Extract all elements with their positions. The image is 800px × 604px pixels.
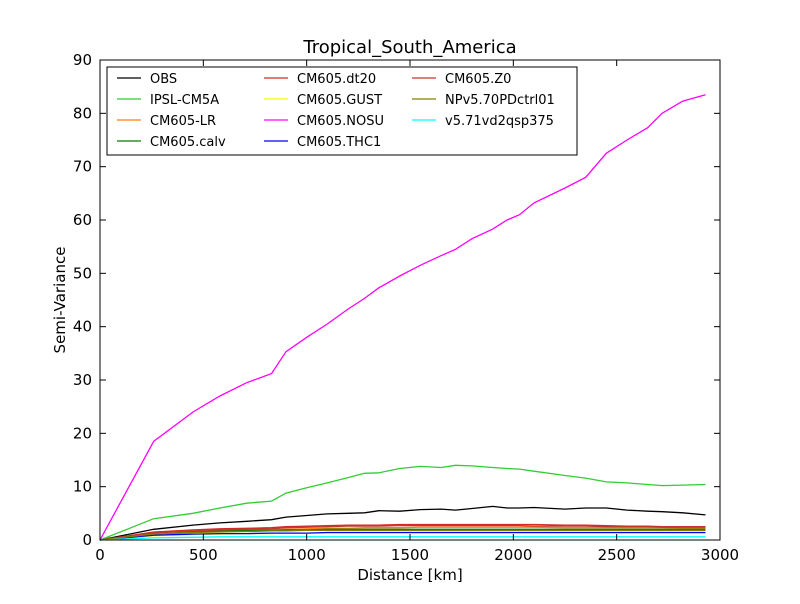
x-tick-label: 1000 <box>288 546 326 564</box>
legend-label-cm605-dt20: CM605.dt20 <box>297 72 376 87</box>
x-tick-label: 2000 <box>494 546 532 564</box>
legend-label-cm605-lr: CM605-LR <box>150 114 216 129</box>
series-line-v5-71vd2qsp375 <box>99 536 706 541</box>
legend-label-npv5-70pdctrl01: NPv5.70PDctrl01 <box>445 93 555 108</box>
chart-title: Tropical_South_America <box>302 37 516 58</box>
x-axis: 0 500 1000 1500 2000 2500 3000 <box>95 60 739 564</box>
x-tick-label: 1500 <box>391 546 429 564</box>
legend-label-cm605-z0: CM605.Z0 <box>445 72 511 87</box>
y-axis-label: Semi-Variance <box>51 247 69 354</box>
legend-label-v5-71vd2qsp375: v5.71vd2qsp375 <box>445 114 554 129</box>
plot-lines <box>99 94 706 541</box>
series-line-npv5-70pdctrl01 <box>99 529 706 541</box>
y-tick-label: 10 <box>73 478 92 496</box>
legend-label-cm605-calv: CM605.calv <box>150 135 226 150</box>
series-line-obs <box>99 505 706 541</box>
y-tick-label: 60 <box>73 211 92 229</box>
legend-label-cm605-gust: CM605.GUST <box>297 93 382 108</box>
legend-label-cm605-thc1: CM605.THC1 <box>297 135 381 150</box>
y-tick-label: 80 <box>73 104 92 122</box>
series-line-cm605-z0 <box>99 524 706 541</box>
y-tick-label: 90 <box>73 51 92 69</box>
x-tick-label: 3000 <box>701 546 739 564</box>
legend: OBS IPSL-CM5A CM605-LR CM605.calv CM605.dt20… <box>106 66 578 156</box>
series-line-cm605-nosu <box>99 94 706 541</box>
series-line-ipsl-cm5a <box>99 464 706 541</box>
y-tick-label: 40 <box>73 318 92 336</box>
x-tick-label: 0 <box>95 546 105 564</box>
x-tick-label: 500 <box>189 546 218 564</box>
y-tick-label: 30 <box>73 371 92 389</box>
legend-label-cm605-nosu: CM605.NOSU <box>297 114 384 129</box>
series-line-cm605-thc1 <box>99 531 706 541</box>
legend-label-obs: OBS <box>150 72 177 87</box>
y-tick-label: 70 <box>73 158 92 176</box>
legend-label-ipsl-cm5a: IPSL-CM5A <box>150 93 219 108</box>
x-tick-label: 2500 <box>598 546 636 564</box>
y-tick-label: 20 <box>73 424 92 442</box>
legend-box <box>106 66 578 156</box>
y-tick-label: 50 <box>73 264 92 282</box>
y-axis: 0 10 20 30 40 50 60 70 80 90 <box>73 51 720 549</box>
series-line-cm605-calv <box>99 528 706 541</box>
x-axis-label: Distance [km] <box>357 566 462 584</box>
y-tick-label: 0 <box>82 531 92 549</box>
series-line-cm605-dt20 <box>99 523 706 541</box>
